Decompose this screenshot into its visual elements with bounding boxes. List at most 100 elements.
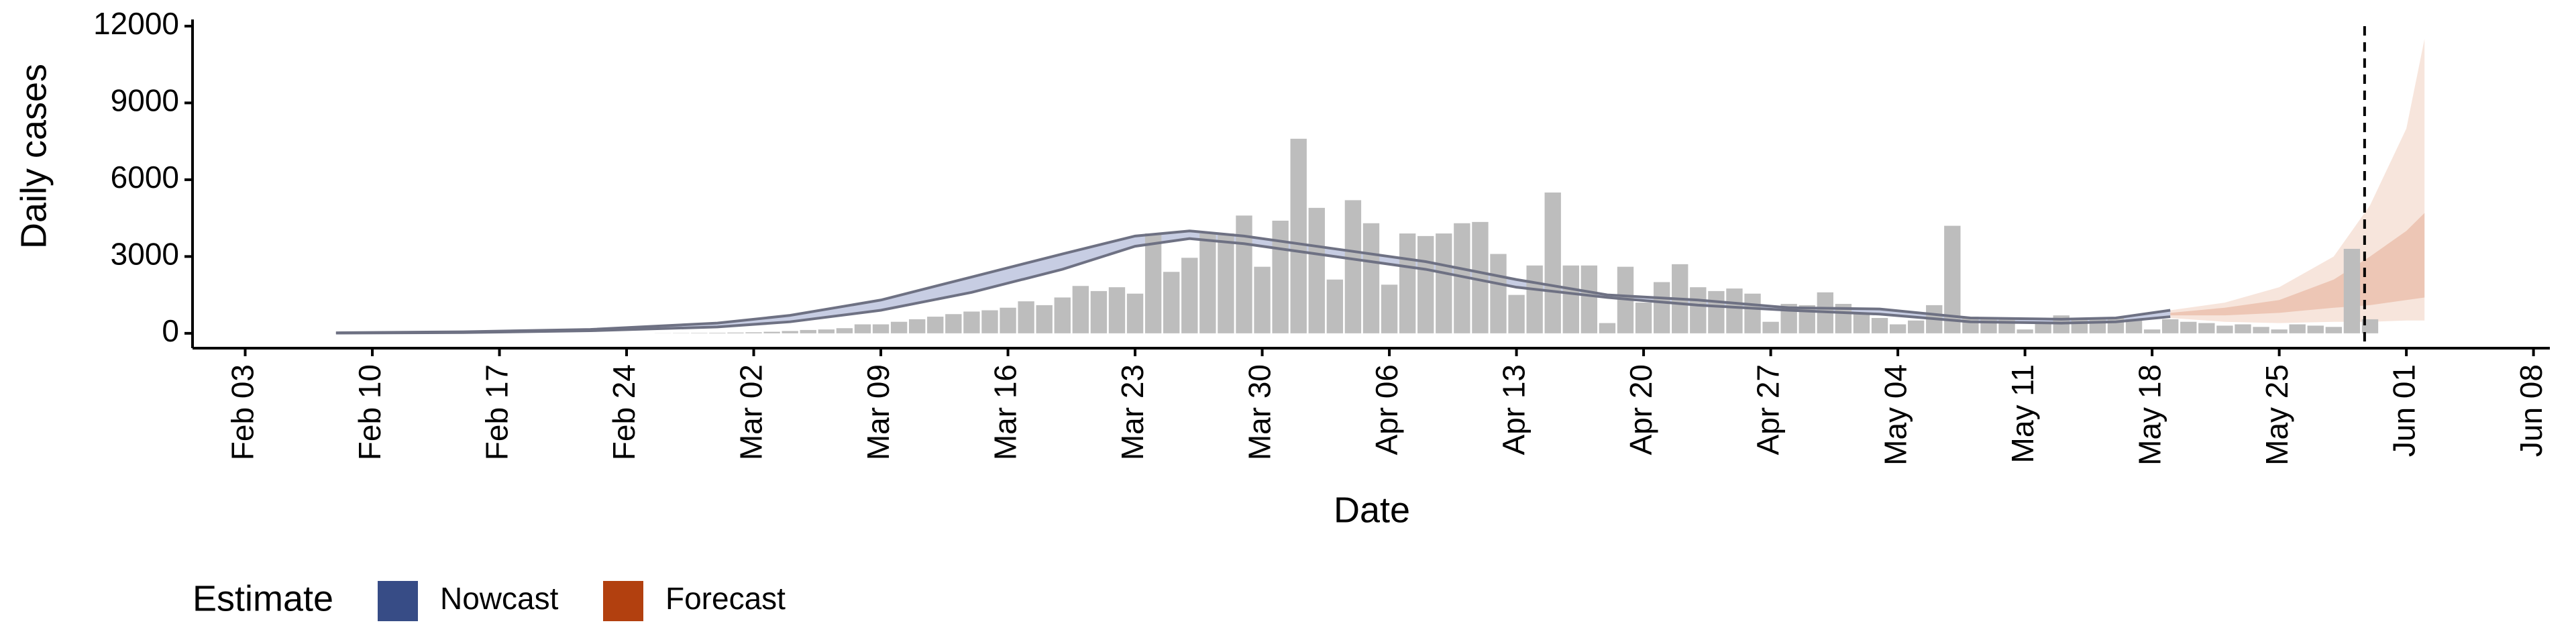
y-tick-label: 12000 — [93, 6, 179, 41]
bar — [1018, 301, 1034, 333]
bar — [1544, 192, 1561, 333]
band — [2170, 39, 2425, 323]
bar — [1490, 254, 1507, 333]
legend-swatch — [378, 581, 418, 621]
bar — [745, 332, 762, 333]
x-tick-label: Feb 17 — [480, 364, 515, 460]
bar — [1199, 233, 1216, 333]
x-tick-label: Apr 20 — [1623, 364, 1658, 455]
bar — [1889, 324, 1907, 333]
bar — [1254, 266, 1271, 333]
bar — [1272, 220, 1289, 333]
bar — [890, 321, 908, 333]
bar — [1962, 317, 1979, 333]
bar — [1653, 282, 1670, 333]
bar — [981, 310, 998, 333]
x-tick-label: Feb 10 — [352, 364, 387, 460]
x-tick-label: Apr 13 — [1497, 364, 1532, 455]
bar — [1381, 284, 1398, 333]
x-axis-label: Date — [1334, 490, 1410, 530]
bar — [1399, 233, 1416, 333]
bar — [1144, 233, 1162, 333]
bar — [1599, 323, 1616, 333]
bar — [2198, 323, 2215, 333]
bar — [1218, 233, 1234, 333]
bar — [2089, 317, 2106, 333]
bar — [2180, 321, 2197, 333]
bar — [800, 329, 816, 333]
y-axis-label: Daily cases — [13, 64, 54, 249]
bar — [2307, 325, 2324, 333]
x-tick-label: Apr 27 — [1751, 364, 1786, 455]
bar — [1726, 288, 1743, 333]
legend-label: Nowcast — [440, 581, 559, 616]
bar — [1326, 279, 1344, 333]
bar — [2289, 324, 2306, 333]
x-tick-label: May 25 — [2259, 364, 2294, 466]
bar — [1308, 207, 1325, 333]
bar — [1417, 235, 1434, 333]
bar — [872, 324, 890, 333]
x-tick-label: Feb 03 — [225, 364, 260, 460]
bar — [963, 311, 980, 333]
bar — [2162, 319, 2179, 333]
band-line — [335, 229, 2171, 335]
x-tick-label: Mar 02 — [734, 364, 769, 460]
bar — [927, 317, 944, 333]
legend-swatch — [603, 581, 643, 621]
bar — [909, 319, 926, 333]
x-tick-label: Mar 09 — [861, 364, 896, 460]
band-line — [335, 237, 2171, 335]
bar — [763, 331, 780, 333]
bar — [1744, 293, 1761, 333]
bar — [1090, 290, 1108, 333]
bar — [1036, 305, 1053, 333]
bar — [1708, 290, 1725, 333]
bar — [1690, 287, 1707, 333]
x-tick-label: Mar 16 — [988, 364, 1023, 460]
legend-label: Forecast — [665, 581, 786, 616]
bar — [1635, 303, 1652, 333]
bar — [1236, 215, 1252, 333]
bar — [2343, 248, 2361, 333]
bar — [1072, 286, 1089, 333]
bar — [1436, 233, 1452, 333]
bar — [818, 329, 835, 333]
bar — [1871, 317, 1888, 333]
bar — [1290, 138, 1307, 333]
bar — [945, 314, 962, 333]
bar — [2216, 325, 2233, 333]
x-tick-label: May 04 — [1878, 364, 1913, 466]
x-tick-label: Apr 06 — [1369, 364, 1404, 455]
bar — [2035, 321, 2051, 333]
bar — [1000, 307, 1016, 333]
bar — [1181, 258, 1198, 333]
bar — [1526, 265, 1543, 333]
bar — [836, 328, 853, 333]
bar — [2253, 327, 2269, 333]
bar — [1126, 293, 1144, 333]
bar — [1853, 314, 1870, 333]
bar — [2125, 319, 2143, 333]
bar — [2361, 319, 2379, 333]
legend-title: Estimate — [193, 578, 333, 619]
x-tick-label: Jun 01 — [2386, 364, 2421, 457]
x-tick-label: Mar 23 — [1115, 364, 1150, 460]
bar — [1762, 321, 1779, 333]
bar — [1344, 200, 1362, 333]
bar — [1054, 297, 1071, 333]
bar — [1998, 317, 2015, 333]
bar — [2235, 324, 2251, 333]
bar — [1580, 265, 1598, 333]
bar — [1907, 320, 1925, 333]
bar — [1108, 287, 1126, 333]
bar — [2143, 329, 2161, 333]
bar — [2271, 329, 2288, 333]
bar — [1562, 265, 1579, 333]
bar — [1362, 223, 1380, 333]
bar — [854, 324, 871, 333]
x-tick-label: May 11 — [2005, 364, 2040, 463]
x-tick-label: Jun 08 — [2514, 364, 2548, 457]
bar — [782, 331, 798, 333]
